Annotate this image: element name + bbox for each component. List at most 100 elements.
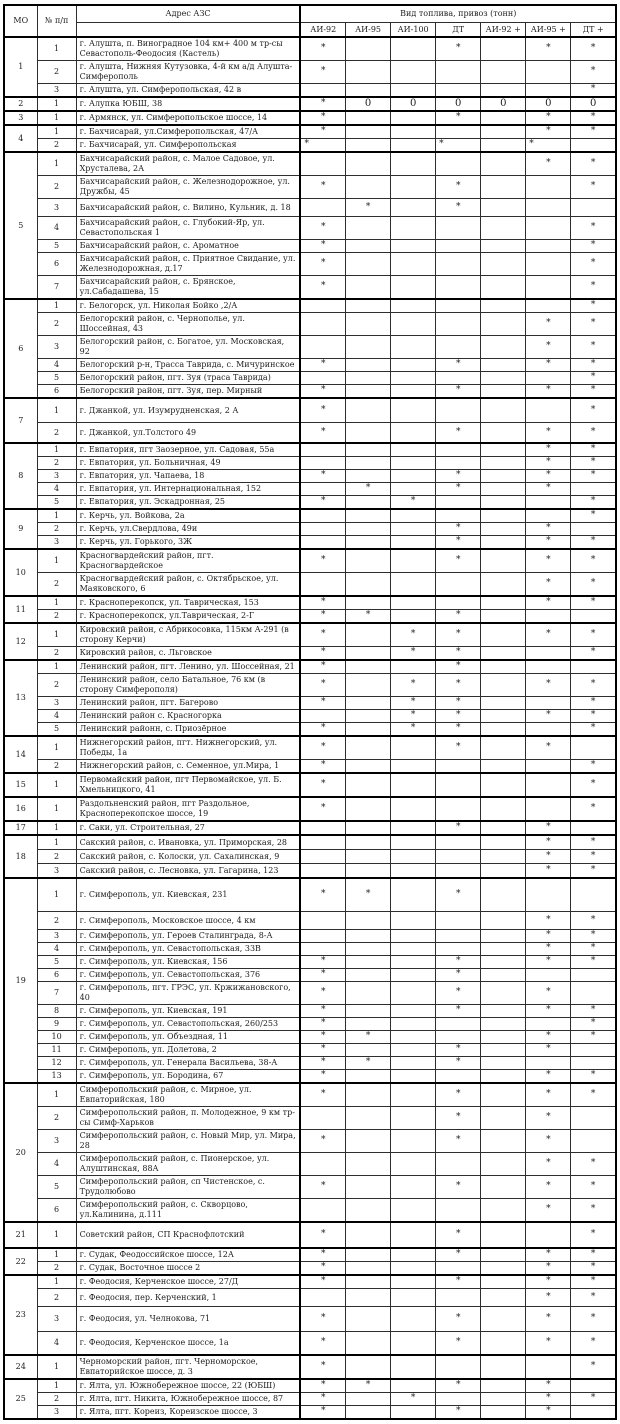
fuel-mark-cell	[480, 772, 527, 798]
fuel-mark-cell	[480, 508, 527, 523]
fuel-mark-cell: *	[390, 673, 437, 697]
fuel-mark-cell: *	[345, 482, 392, 496]
fuel-mark-cell	[390, 1106, 437, 1130]
address-cell: Первомайский район, пгт Первомайское, ул…	[75, 772, 301, 798]
address-cell: Нижнегорский район, пгт. Нижнегорский, у…	[75, 735, 301, 760]
asterisk-mark: *	[590, 1361, 596, 1372]
asterisk-mark: *	[546, 1380, 551, 1391]
row-number-cell: 1	[36, 877, 77, 912]
fuel-mark-cell	[299, 1288, 347, 1307]
fuel-mark-cell	[570, 522, 618, 536]
fuel-mark-cell: *	[525, 1175, 572, 1199]
fuel-mark-cell	[390, 110, 437, 126]
asterisk-mark: *	[590, 457, 596, 468]
fuel-mark-cell: *	[570, 371, 618, 385]
asterisk-mark: *	[321, 697, 326, 708]
fuel-mark-cell	[390, 1247, 437, 1262]
fuel-mark-cell: *	[390, 1392, 437, 1406]
asterisk-mark: *	[590, 112, 596, 123]
fuel-mark-cell: *	[299, 968, 347, 982]
fuel-mark-cell	[525, 1354, 572, 1380]
fuel-mark-cell: *	[299, 138, 347, 153]
fuel-mark-cell	[525, 508, 572, 523]
asterisk-mark: *	[321, 359, 326, 370]
asterisk-mark: *	[455, 523, 461, 534]
fuel-mark-cell	[345, 508, 392, 523]
row-number-cell: 2	[36, 849, 77, 864]
fuel-mark-cell: *	[525, 151, 572, 176]
fuel-mark-cell: *	[299, 735, 347, 760]
asterisk-mark: *	[590, 281, 596, 292]
asterisk-mark: *	[321, 742, 326, 753]
fuel-mark-cell: *	[525, 548, 572, 573]
asterisk-mark: *	[546, 43, 551, 54]
fuel-mark-cell: 0	[345, 96, 392, 112]
fuel-mark-cell	[345, 1261, 392, 1276]
address-cell: Бахчисарайский район, с. Железнодорожное…	[75, 175, 301, 199]
fuel-mark-cell	[390, 1030, 437, 1044]
fuel-mark-cell	[299, 572, 347, 597]
fuel-mark-cell	[299, 849, 347, 864]
fuel-mark-cell: *	[299, 1030, 347, 1044]
fuel-mark-cell	[525, 371, 572, 385]
table-row: 3 Ленинский район, пгт. Багерово * * * *	[4, 696, 618, 710]
asterisk-mark: *	[546, 1249, 551, 1260]
fuel-mark-cell	[390, 834, 437, 850]
fuel-mark-cell	[390, 397, 437, 423]
asterisk-mark: *	[546, 1135, 551, 1146]
fuel-mark-cell: *	[570, 298, 618, 313]
fuel-mark-cell	[435, 371, 482, 385]
fuel-mark-cell: *	[435, 1378, 482, 1393]
fuel-mark-cell	[299, 929, 347, 943]
row-number-cell: 7	[36, 981, 77, 1005]
fuel-mark-cell	[525, 216, 572, 240]
fuel-mark-cell	[480, 1221, 527, 1249]
fuel-mark-cell: *	[525, 1392, 572, 1406]
fuel-mark-cell	[570, 659, 618, 674]
mo-cell: 25	[2, 1378, 38, 1420]
fuel-mark-cell: *	[299, 216, 347, 240]
fuel-mark-cell	[345, 1129, 392, 1153]
fuel-mark-cell	[525, 83, 572, 98]
table-row: 2 1 г. Алупка ЮБШ, 38 * 0 0 0 0 0 0	[2, 96, 618, 112]
asterisk-mark: *	[321, 779, 326, 790]
address-cell: Сакский район, с. Лесновка, ул. Гагарина…	[75, 863, 301, 879]
asterisk-mark: *	[455, 742, 461, 753]
table-row: 7 г. Симферополь, пгт. ГРЭС, ул. Кржижано…	[4, 981, 618, 1005]
row-number-cell: 2	[36, 673, 77, 697]
fuel-mark-cell	[345, 495, 392, 510]
fuel-mark-cell	[525, 759, 572, 774]
fuel-mark-cell: *	[299, 646, 347, 661]
address-cell: Белогорский район, с. Чернополье, ул. Шо…	[75, 312, 301, 336]
mo-cell: 20	[2, 1082, 38, 1223]
fuel-mark-cell	[345, 622, 392, 647]
row-number-cell: 5	[36, 722, 77, 737]
fuel-mark-cell	[390, 796, 437, 822]
asterisk-mark: *	[546, 112, 551, 123]
asterisk-mark: *	[546, 679, 551, 690]
address-cell: г. Ялта, ул. Южнобережное шоссе, 22 (ЮБШ…	[75, 1378, 301, 1393]
fuel-mark-cell	[480, 955, 527, 969]
asterisk-mark: *	[590, 1089, 596, 1100]
asterisk-mark: *	[590, 300, 596, 311]
fuel-mark-cell: *	[435, 1274, 482, 1289]
fuel-mark-cell	[390, 609, 437, 624]
fuel-mark-cell	[480, 796, 527, 822]
asterisk-mark: *	[321, 1181, 326, 1192]
fuel-mark-cell	[390, 1274, 437, 1289]
asterisk-mark: *	[321, 496, 326, 507]
mo-cell: 18	[2, 834, 38, 879]
row-number-cell: 3	[36, 863, 77, 879]
fuel-mark-cell	[390, 659, 437, 674]
fuel-mark-cell: 0	[435, 96, 482, 112]
fuel-mark-cell: *	[570, 942, 618, 956]
fuel-mark-cell: *	[299, 422, 347, 444]
asterisk-mark: *	[321, 760, 326, 771]
fuel-mark-cell	[390, 1288, 437, 1307]
fuel-mark-cell	[299, 442, 347, 457]
asterisk-mark: *	[546, 555, 551, 566]
fuel-mark-cell	[345, 659, 392, 674]
fuel-mark-cell	[435, 151, 482, 176]
fuel-mark-cell	[390, 469, 437, 483]
fuel-mark-cell: *	[570, 508, 618, 523]
